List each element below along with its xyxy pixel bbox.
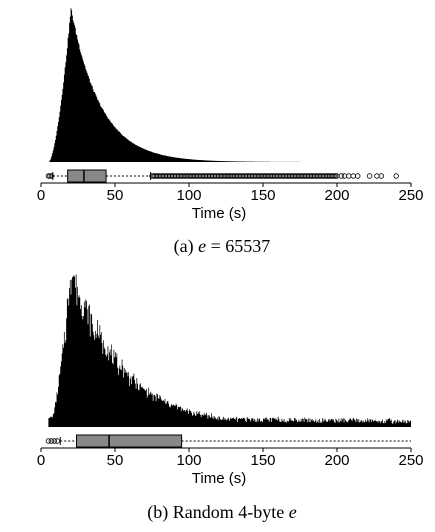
boxplot-box: [76, 434, 183, 448]
outlier-point: [378, 173, 385, 179]
outlier-point: [341, 173, 348, 179]
outlier-point: [374, 173, 380, 179]
caption-a-prefix: (a): [174, 236, 198, 257]
x-tick-label: 200: [324, 452, 349, 469]
outlier-point: [393, 173, 399, 179]
boxplot-box: [67, 169, 107, 183]
x-tick-label: 250: [398, 187, 423, 204]
outlier-point: [350, 173, 356, 179]
outlier-point: [338, 173, 345, 179]
outlier-point: [47, 173, 53, 179]
x-tick-label: 50: [107, 452, 124, 469]
outlier-point: [54, 438, 60, 444]
caption-b-variable: e: [289, 502, 297, 522]
caption-b-prefix: (b) Random 4-byte: [147, 502, 288, 523]
outlier-point: [366, 173, 373, 179]
outlier-point: [332, 173, 339, 179]
caption-b: (b) Random 4-byte e: [147, 502, 296, 523]
histogram-bars-a: [48, 8, 333, 162]
x-axis-label-a: Time (s): [192, 205, 246, 222]
x-ticks-a: 0 50 100 150 200 250: [37, 183, 424, 204]
x-tick-label: 0: [37, 187, 45, 204]
outlier-point: [45, 438, 52, 444]
x-tick-label: 50: [107, 187, 124, 204]
panel-a: 0 50 100 150 200 250 Time (s) (a) e = 65537: [37, 8, 424, 257]
caption-a-suffix: = 65537: [206, 236, 270, 256]
x-ticks-b: 0 50 100 150 200 250: [37, 448, 424, 469]
x-tick-label: 150: [250, 452, 275, 469]
outlier-point: [355, 173, 361, 179]
x-tick-label: 100: [176, 187, 201, 204]
x-tick-label: 150: [250, 187, 275, 204]
x-tick-label: 0: [37, 452, 45, 469]
outlier-point: [48, 173, 55, 179]
histogram-bars-b: [48, 274, 412, 427]
caption-a: (a) e = 65537: [174, 236, 271, 257]
outlier-point: [346, 173, 352, 179]
outlier-point: [45, 173, 52, 179]
x-tick-label: 200: [324, 187, 349, 204]
panel-b: 0 50 100 150 200 250 Time (s) (b) Random 4-by…: [37, 274, 424, 523]
outlier-point: [331, 173, 337, 179]
caption-a-variable: e: [198, 236, 206, 256]
x-tick-label: 100: [176, 452, 201, 469]
outlier-point: [51, 438, 58, 444]
boxplot-a: [45, 169, 399, 183]
outlier-point: [48, 438, 55, 444]
boxplot-b: [45, 434, 411, 448]
x-tick-label: 250: [398, 452, 423, 469]
x-axis-label-b: Time (s): [192, 470, 246, 487]
